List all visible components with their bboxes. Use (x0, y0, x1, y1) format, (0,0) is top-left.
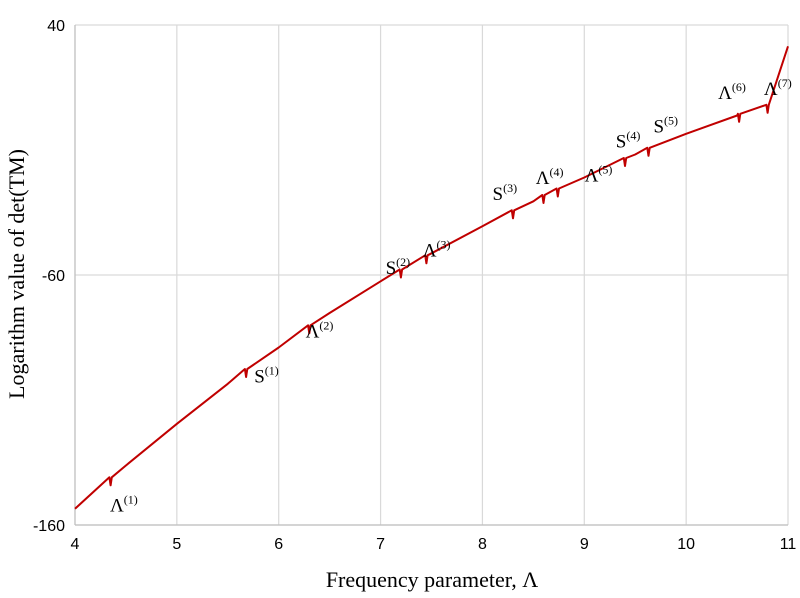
annotation-label: S(1) (254, 364, 279, 388)
x-tick-label: 10 (677, 536, 695, 553)
x-tick-label: 8 (478, 536, 487, 553)
x-tick-label: 6 (274, 536, 283, 553)
x-tick-label: 7 (376, 536, 385, 553)
y-tick-label: -60 (42, 268, 65, 285)
y-tick-label: -160 (33, 518, 65, 535)
annotation-label: Λ(3) (423, 237, 451, 261)
annotation-label: Λ(1) (110, 492, 138, 516)
annotation-label: Λ(5) (585, 162, 613, 186)
x-tick-label: 9 (580, 536, 589, 553)
annotation-label: Λ(2) (306, 319, 334, 343)
annotation-label: Λ(4) (536, 165, 564, 189)
series-group (74, 45, 789, 510)
axes (74, 25, 788, 526)
x-tick-label: 4 (71, 536, 80, 553)
annotation-label: S(3) (493, 181, 518, 205)
y-axis-title: Logarithm value of det(TM) (4, 149, 29, 399)
annotation-label: Λ(7) (764, 76, 792, 100)
x-axis-ticks: 4 5 6 7 8 9 10 11 (71, 536, 797, 553)
annotations: Λ(1) S(1) Λ(2) S(2) Λ(3) S(3) Λ(4) Λ(5)S(4) S(5)… (110, 76, 792, 516)
annotation-label: S(5) (653, 114, 678, 138)
x-tick-label: 5 (172, 536, 181, 553)
x-axis-title: Frequency parameter, Λ (326, 567, 538, 592)
y-tick-label: 40 (47, 18, 65, 35)
annotation-label: Λ(6) (718, 80, 746, 104)
x-tick-label: 11 (780, 536, 797, 553)
annotation-label: S(2) (386, 255, 411, 279)
annotation-label: S(4) (616, 129, 641, 153)
series-line (74, 45, 789, 510)
y-axis-ticks: 40 -60 -160 (33, 18, 65, 535)
